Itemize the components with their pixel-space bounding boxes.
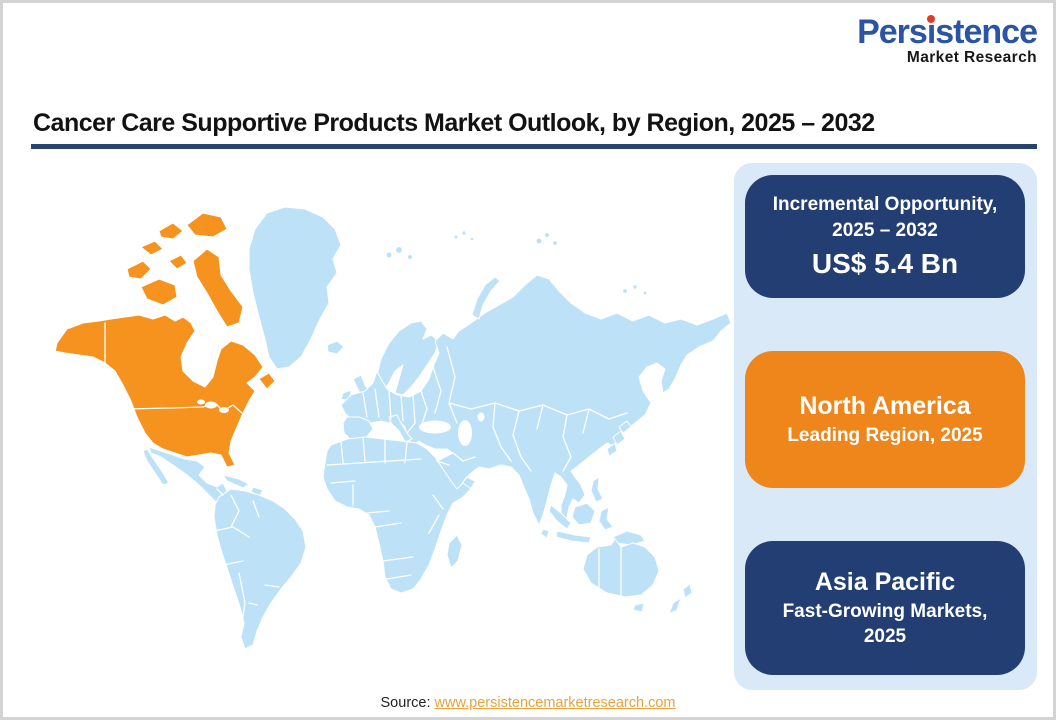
logo-letter-i: i [926,13,937,51]
map-africa [322,436,472,594]
map-arctic-islets [385,230,648,296]
source-line: Source: www.persistencemarketresearch.co… [3,695,1053,711]
card-incremental-opportunity: Incremental Opportunity, 2025 – 2032 US$… [745,175,1025,298]
source-link[interactable]: www.persistencemarketresearch.com [434,695,676,711]
map-sumatra [548,504,572,530]
map-cuba [222,474,250,489]
map-sulawesi [598,506,614,531]
logo-text-pre: Pers [857,13,928,51]
map-baffin-island [192,248,244,328]
map-greenland [248,206,342,370]
map-arctic-island-small-1 [158,222,184,240]
map-victoria-island [140,278,178,306]
card-subtitle: Leading Region, 2025 [787,424,983,446]
map-new-zealand [668,583,693,615]
map-arctic-island-small-2 [140,240,164,256]
map-borneo [571,502,596,526]
black-sea [419,420,451,434]
map-java [555,530,592,544]
card-title: Asia Pacific [814,568,956,597]
map-philippines [590,476,604,503]
aral-sea [477,412,485,422]
map-south-america [213,488,307,650]
region-north-america-highlight [52,212,276,468]
callout-panel: Incremental Opportunity, 2025 – 2032 US$… [734,163,1037,690]
map-arctic-island-small-3 [168,254,188,270]
map-italy [388,414,413,443]
title-underline [31,144,1037,149]
card-subtitle: 2025 [863,626,907,648]
map-newfoundland [258,372,276,390]
map-sri-lanka [540,528,550,539]
card-value: US$ 5.4 Bn [811,247,959,279]
map-banks-island [126,260,152,280]
source-label: Source: [380,695,431,711]
card-subtitle: Fast-Growing Markets, [782,600,988,622]
map-iceland [326,340,345,355]
pmr-logo-subtitle: Market Research [906,49,1037,66]
page-title: Cancer Care Supportive Products Market O… [33,109,875,137]
map-japan [606,420,632,457]
card-line: 2025 – 2032 [832,220,938,241]
caspian-sea [458,420,472,446]
world-map-svg [52,206,732,650]
map-north-america-mainland [52,314,264,468]
world-map [23,165,735,693]
logo-red-dot-icon [927,15,936,23]
pmr-logo-wordmark: Persi stence [857,13,1038,51]
great-lake-3 [197,399,205,405]
map-tasmania [632,602,645,613]
map-baja [142,448,170,486]
card-north-america: North America Leading Region, 2025 [745,351,1025,488]
map-madagascar [446,534,463,569]
map-ellesmere-island [186,212,228,238]
map-novaya-zemlya [471,276,501,320]
card-line: Incremental Opportunity, [772,194,998,216]
logo-text-post: stence [935,13,1038,51]
logo-letter-i-glyph: i [926,13,937,51]
pmr-logo: Persi stence Market Research [857,13,1038,66]
card-asia-pacific: Asia Pacific Fast-Growing Markets, 2025 [745,541,1025,675]
country-borders [104,322,628,630]
world-landmasses [142,206,732,650]
card-title: North America [799,392,971,421]
map-scandinavia [374,320,440,396]
